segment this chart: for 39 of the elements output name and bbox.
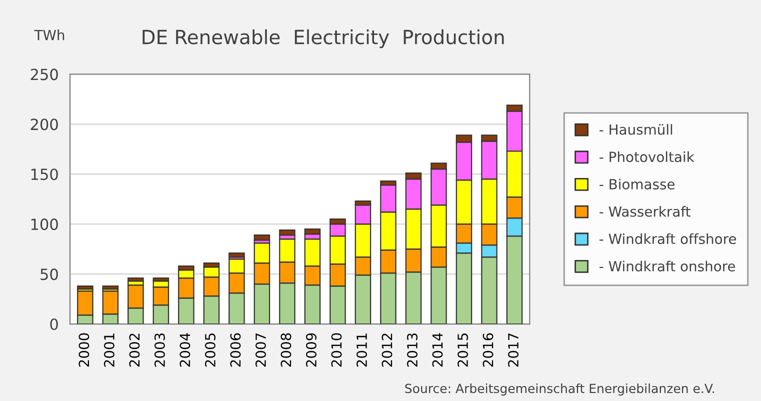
x-tick-label: 2016	[482, 333, 494, 367]
y-tick-label: 0	[50, 318, 58, 330]
legend-label: - Biomasse	[600, 178, 675, 190]
x-tick-label: 2002	[129, 334, 140, 367]
x-tick-label: 2004	[180, 333, 190, 367]
legend-label: - Windkraft onshore	[600, 260, 736, 272]
bar	[128, 277, 144, 282]
x-tick-label: 2013	[407, 333, 418, 367]
chart-title: DE Renewable Electricity Production	[142, 29, 504, 48]
x-tick-label: 2005	[204, 334, 216, 367]
x-tick-label: 2015	[458, 334, 468, 367]
x-tick-label: 2001	[104, 334, 114, 367]
y-tick-label: 200	[30, 118, 58, 130]
bar	[102, 285, 119, 290]
x-tick-label: 2007	[255, 334, 266, 367]
bar	[279, 230, 296, 236]
x-tick-label: 2012	[382, 334, 392, 367]
y-axis-title: TWh	[34, 30, 64, 40]
x-tick-label: 2006	[230, 333, 241, 367]
bar	[254, 234, 270, 241]
bar	[228, 252, 245, 258]
x-tick-label: 2010	[331, 333, 342, 367]
x-tick-label: 2009	[306, 333, 316, 367]
legend-label: - Photovoltaik	[600, 151, 694, 162]
x-tick-label: 2014	[432, 333, 443, 367]
legend-label: - Wasserkraft	[600, 206, 690, 217]
y-tick-label: 50	[40, 268, 58, 280]
y-tick-label: 100	[31, 218, 58, 230]
y-tick-label: 250	[30, 68, 58, 80]
legend-label: - Hausmüll	[600, 124, 672, 135]
x-tick-label: 2011	[356, 334, 367, 367]
x-tick-label: 2008	[280, 333, 292, 367]
x-tick-label: 2000	[78, 333, 90, 367]
bar	[77, 285, 94, 290]
x-tick-label: 2003	[154, 333, 165, 367]
legend-label: - Windkraft offshore	[600, 233, 736, 244]
source-note: Source: Arbeitsgemeinschaft Energiebilanzen e.V.	[405, 383, 714, 396]
x-tick-label: 2017	[508, 334, 519, 367]
y-tick-label: 150	[31, 168, 58, 180]
